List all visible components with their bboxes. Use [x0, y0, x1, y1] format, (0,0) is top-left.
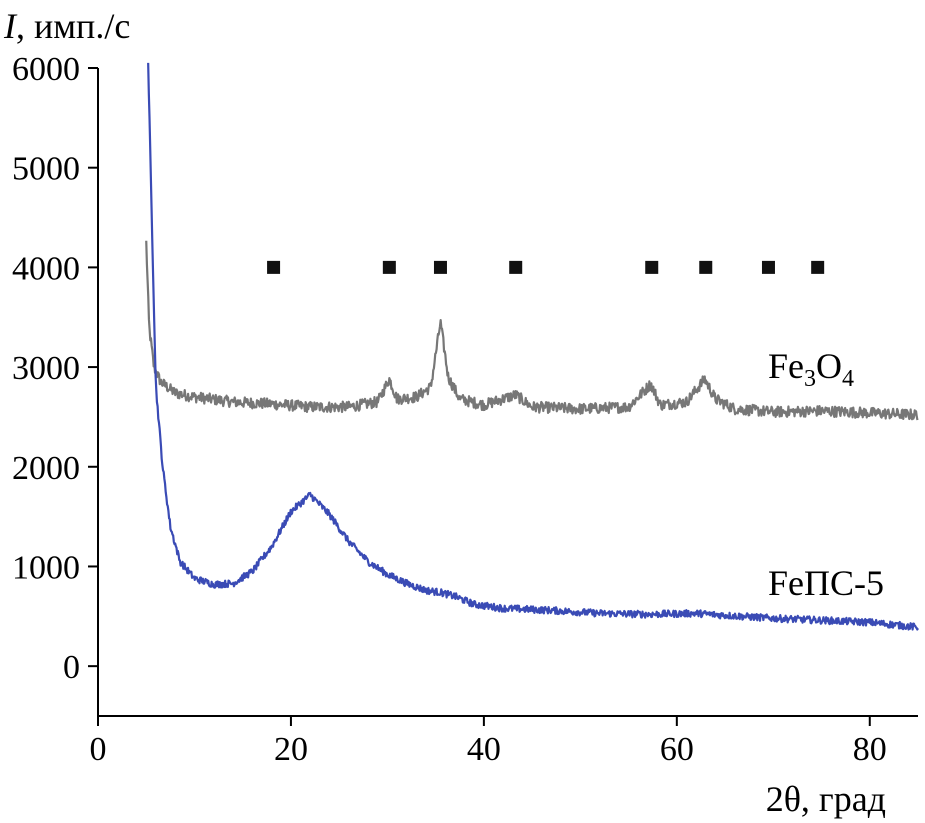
phase-markers: [267, 260, 825, 274]
x-tick-label: 40: [467, 731, 501, 768]
series-label-sub-4: 4: [842, 366, 854, 392]
y-axis-unit: , имп./с: [16, 6, 130, 46]
y-tick-label: 6000: [12, 51, 80, 88]
phase-marker-square: [645, 260, 659, 274]
series-line-fe3o4: [145, 240, 919, 421]
phase-marker-square: [433, 260, 447, 274]
x-tick-label: 60: [660, 731, 694, 768]
y-axis-symbol: I: [3, 6, 18, 46]
phase-marker-square: [382, 260, 396, 274]
series-label-o: O: [816, 346, 842, 386]
x-axis-title: 2θ, град: [766, 779, 886, 819]
series-label-fe: Fe: [768, 346, 804, 386]
phase-marker-square: [267, 260, 281, 274]
y-axis-title: I, имп./с: [3, 6, 130, 46]
series-label-sub-3: 3: [804, 366, 816, 392]
axes: [97, 68, 918, 717]
x-tick-label: 80: [853, 731, 887, 768]
phase-marker-square: [699, 260, 713, 274]
x-tick-label: 20: [274, 731, 308, 768]
y-tick-label: 2000: [12, 450, 80, 487]
y-tick-label: 5000: [12, 151, 80, 188]
y-tick-label: 0: [63, 649, 80, 686]
x-tick-label: 0: [90, 731, 107, 768]
series-layer: [145, 62, 919, 631]
series-label-feps5: FeПС-5: [768, 563, 884, 603]
series-line-feps5: [147, 62, 919, 631]
series-label-fe3o4: Fe3O4: [768, 346, 854, 392]
y-tick-label: 1000: [12, 549, 80, 586]
y-ticks: 0 1000 2000 3000 4000 5000 6000: [12, 51, 98, 686]
phase-marker-square: [811, 260, 825, 274]
phase-marker-square: [509, 260, 523, 274]
y-tick-label: 3000: [12, 350, 80, 387]
phase-marker-square: [761, 260, 775, 274]
x-ticks: 0 20 40 60 80: [90, 716, 887, 768]
y-tick-label: 4000: [12, 250, 80, 287]
